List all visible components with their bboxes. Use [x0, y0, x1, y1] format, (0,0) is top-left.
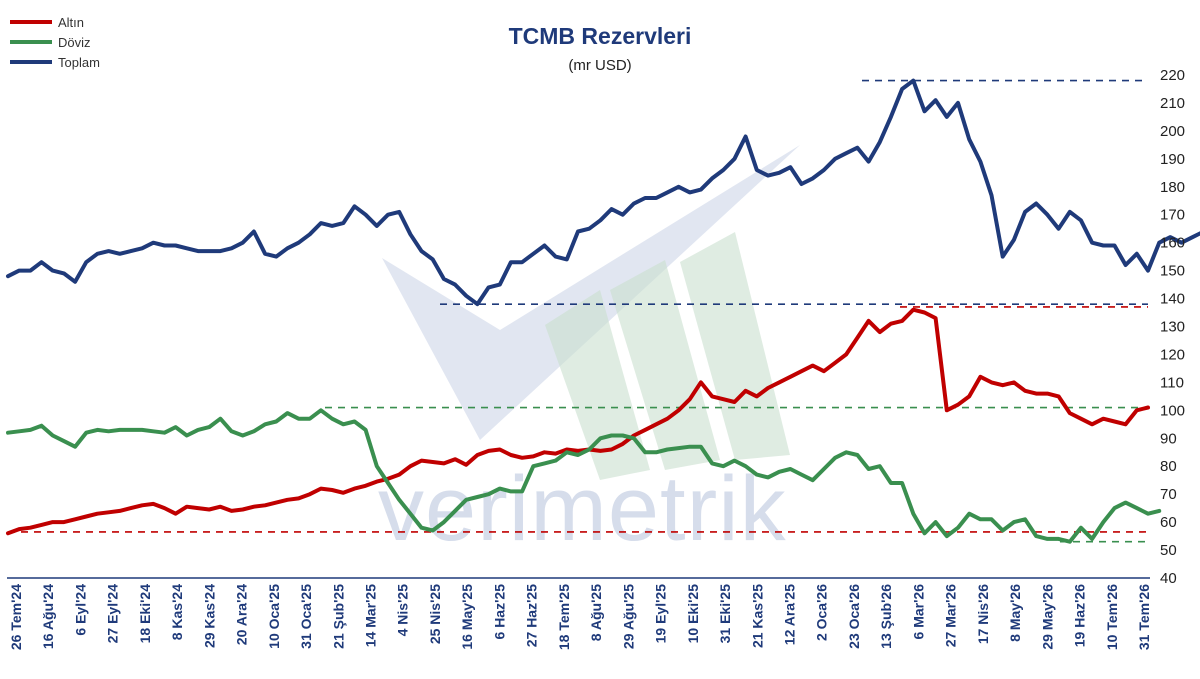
- x-tick-label: 16 Ağu'24: [40, 584, 56, 649]
- x-tick-label: 10 Eki'25: [685, 584, 701, 644]
- x-tick-label: 29 May'26: [1039, 584, 1055, 650]
- y-tick-label: 150: [1160, 263, 1185, 280]
- y-tick-label: 180: [1160, 179, 1185, 196]
- x-tick-label: 6 Eyl'24: [73, 584, 89, 636]
- x-tick-label: 27 Mar'26: [943, 584, 959, 647]
- y-tick-labels: 40 50 60 70 80 90 100 110 120 130 140 150 160 170 180 1…: [1160, 67, 1185, 587]
- legend-label-toplam: Toplam: [58, 55, 100, 70]
- legend-label-altin: Altın: [58, 15, 84, 30]
- x-tick-label: 18 Eki'24: [137, 584, 153, 644]
- y-tick-label: 60: [1160, 514, 1177, 531]
- watermark: verimetrik: [378, 145, 800, 560]
- x-tick-label: 10 Oca'25: [266, 584, 282, 649]
- x-tick-label: 6 Mar'26: [910, 584, 926, 640]
- legend-label-doviz: Döviz: [58, 35, 91, 50]
- x-tick-label: 27 Haz'25: [524, 584, 540, 647]
- x-tick-label: 31 Tem'26: [1136, 584, 1152, 650]
- watermark-stripe-2: [610, 260, 720, 470]
- y-tick-label: 170: [1160, 207, 1185, 224]
- x-tick-label: 31 Eki'25: [717, 584, 733, 644]
- series-line-altin: [6, 307, 1150, 536]
- y-tick-label: 70: [1160, 486, 1177, 503]
- watermark-text: verimetrik: [378, 458, 787, 560]
- reference-lines: [8, 79, 1148, 543]
- x-tick-label: 26 Tem'24: [8, 584, 24, 650]
- y-tick-label: 210: [1160, 95, 1185, 112]
- y-tick-label: 50: [1160, 542, 1177, 559]
- x-tick-label: 25 Nis'25: [427, 584, 443, 644]
- y-tick-label: 120: [1160, 346, 1185, 363]
- chart-subtitle: (mr USD): [568, 57, 631, 74]
- y-tick-label: 190: [1160, 151, 1185, 168]
- x-tick-label: 27 Eyl'24: [105, 584, 121, 644]
- x-tick-label: 4 Nis'25: [395, 584, 411, 637]
- x-tick-label: 8 Ağu'25: [588, 584, 604, 641]
- x-tick-label: 29 Ağu'25: [620, 584, 636, 649]
- x-tick-label: 29 Kas'24: [201, 584, 217, 648]
- x-tick-label: 6 Haz'25: [491, 584, 507, 640]
- legend: Altın Döviz Toplam: [10, 15, 100, 70]
- y-tick-label: 80: [1160, 458, 1177, 475]
- x-tick-label: 19 Haz'26: [1072, 584, 1088, 647]
- x-tick-label: 16 May'25: [459, 584, 475, 650]
- watermark-stripe-1: [545, 290, 650, 480]
- y-tick-label: 160: [1160, 235, 1185, 252]
- x-tick-label: 21 Kas'25: [749, 584, 765, 648]
- x-tick-label: 23 Oca'26: [846, 584, 862, 649]
- x-tick-label: 17 Nis'26: [975, 584, 991, 644]
- y-tick-label: 130: [1160, 319, 1185, 336]
- x-tick-label: 14 Mar'25: [363, 584, 379, 647]
- y-tick-label: 140: [1160, 291, 1185, 308]
- y-tick-label: 220: [1160, 67, 1185, 84]
- series-lines: [6, 78, 1200, 544]
- x-tick-label: 2 Oca'26: [814, 584, 830, 641]
- chart-title: TCMB Rezervleri: [509, 23, 692, 49]
- series-line-toplam: [6, 78, 1200, 307]
- x-tick-label: 8 Kas'24: [169, 584, 185, 640]
- watermark-stripe-3: [680, 232, 790, 460]
- x-tick-label: 19 Eyl'25: [653, 584, 669, 644]
- y-tick-label: 110: [1160, 374, 1184, 391]
- x-tick-label: 8 May'26: [1007, 584, 1023, 642]
- x-tick-label: 21 Şub'25: [330, 584, 346, 649]
- x-tick-label: 31 Oca'25: [298, 584, 314, 649]
- x-tick-label: 20 Ara'24: [234, 584, 250, 645]
- y-tick-label: 100: [1160, 402, 1185, 419]
- x-tick-labels: 26 Tem'24 16 Ağu'24 6 Eyl'24 27 Eyl'24 18 Ek…: [8, 584, 1152, 650]
- x-tick-label: 18 Tem'25: [556, 584, 572, 650]
- x-tick-label: 12 Ara'25: [782, 584, 798, 645]
- watermark-check-shape: [382, 145, 800, 440]
- series-line-doviz: [6, 408, 1162, 544]
- x-tick-label: 10 Tem'26: [1104, 584, 1120, 650]
- y-tick-label: 90: [1160, 430, 1177, 447]
- y-tick-label: 200: [1160, 123, 1185, 140]
- x-tick-label: 13 Şub'26: [878, 584, 894, 649]
- y-tick-label: 40: [1160, 570, 1177, 587]
